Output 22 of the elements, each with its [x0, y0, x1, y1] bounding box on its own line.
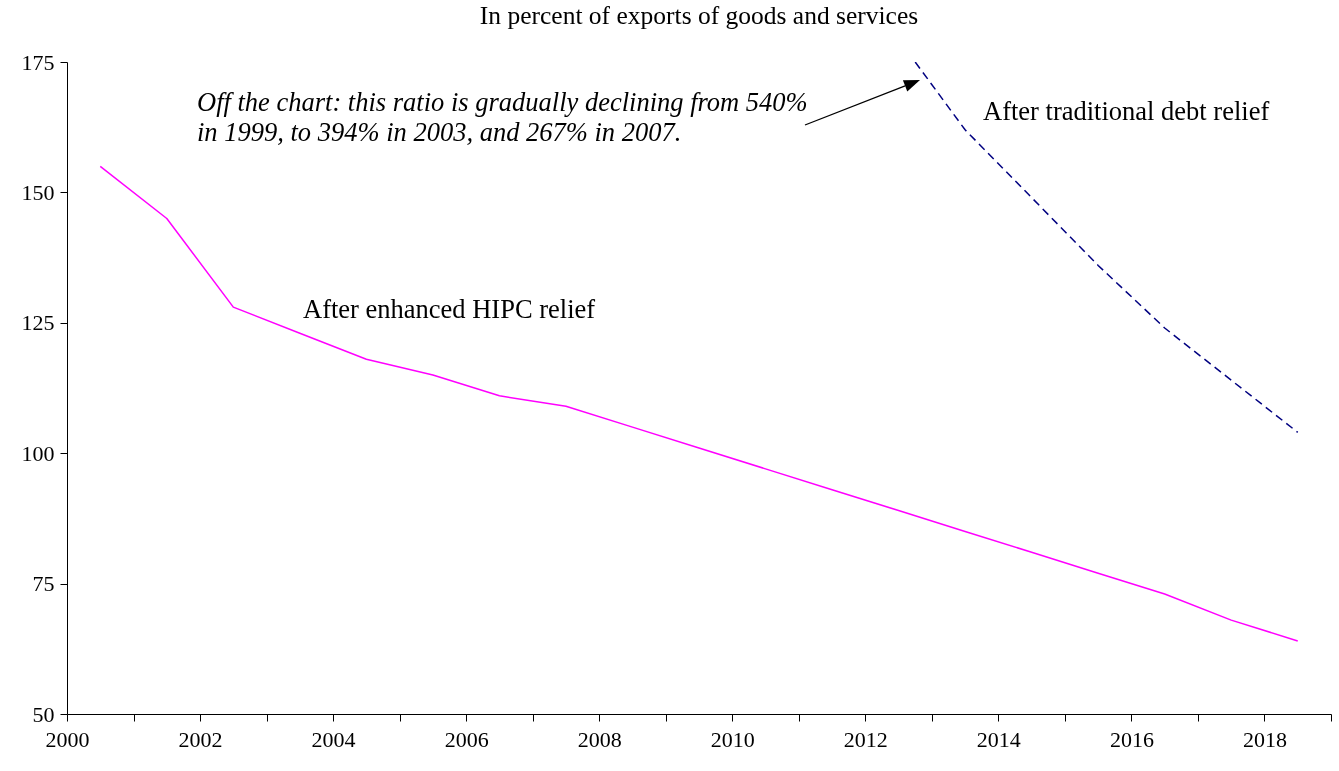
- annotation: Off the chart: this ratio is gradually declining from 540% in 1999, to 394% in 2003, and 267% in 2007.: [197, 87, 808, 147]
- x-tick-label: 2000: [45, 726, 90, 752]
- x-tick-label: 2012: [843, 726, 888, 752]
- series-label: After enhanced HIPC relief: [303, 294, 596, 324]
- y-tick-label: 125: [21, 310, 55, 336]
- x-tick-label: 2006: [444, 726, 489, 752]
- x-tick-label: 2016: [1109, 726, 1154, 752]
- series-label: After traditional debt relief: [983, 96, 1270, 126]
- x-tick-label: 2004: [311, 726, 356, 752]
- x-tick-label: 2018: [1242, 726, 1287, 752]
- x-tick-label: 2002: [178, 726, 223, 752]
- line-series: [99, 165, 1299, 642]
- y-tick-label: 75: [32, 571, 55, 597]
- y-tick-label: 150: [21, 179, 55, 205]
- x-tick-label: 2010: [710, 726, 755, 752]
- chart-title: In percent of exports of goods and services: [479, 0, 919, 30]
- y-tick-label: 50: [32, 701, 55, 727]
- y-tick-label: 100: [21, 440, 55, 466]
- x-tick-label: 2014: [976, 726, 1021, 752]
- line-series: [914, 62, 1299, 434]
- x-tick-label: 2008: [577, 726, 622, 752]
- y-tick-label: 175: [21, 49, 55, 75]
